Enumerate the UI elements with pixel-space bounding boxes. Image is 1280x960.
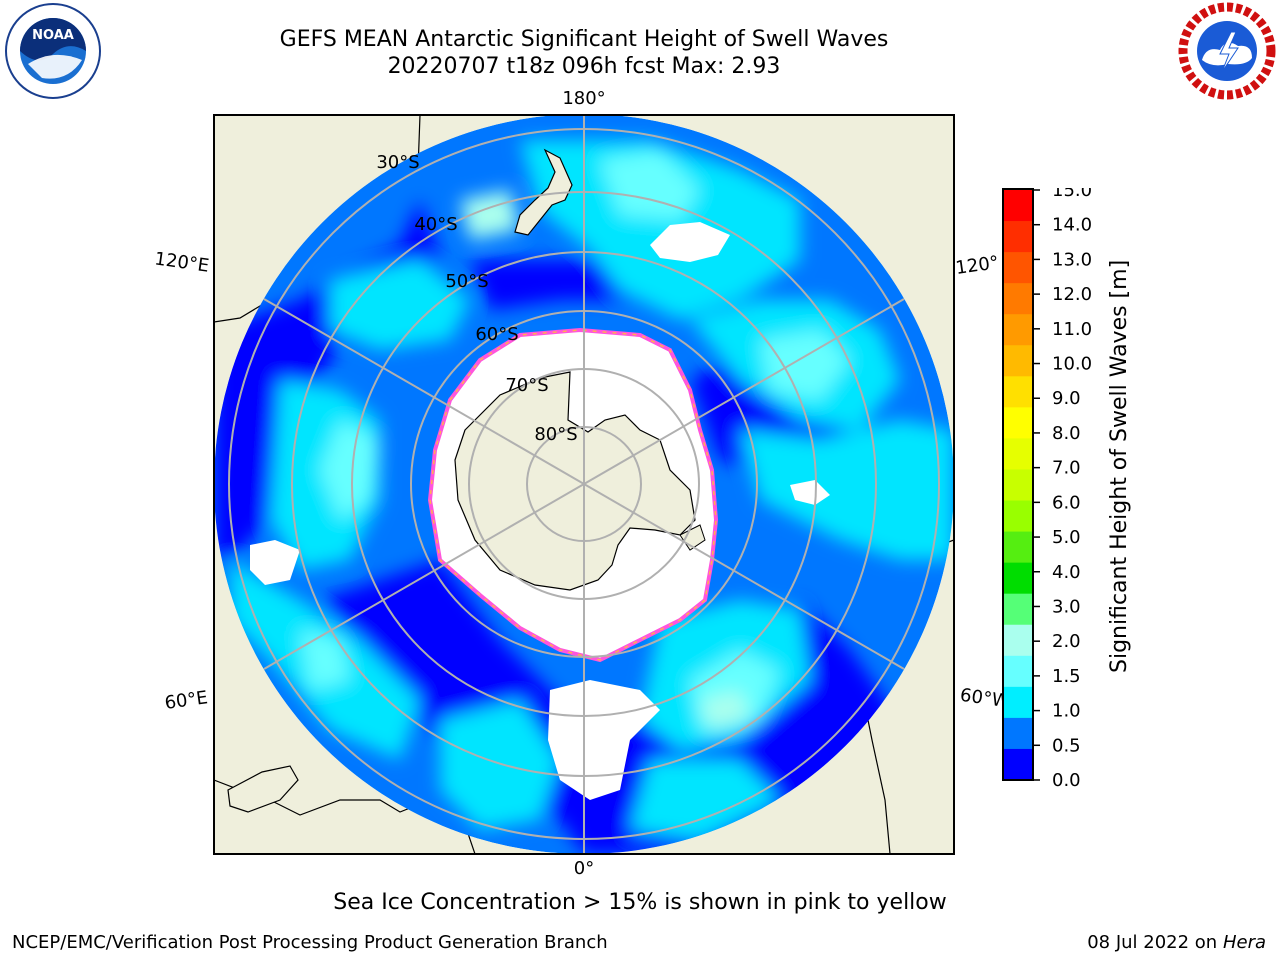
colorbar-tick-label: 0.0: [1052, 770, 1081, 788]
colorbar-tick-label: 10.0: [1052, 354, 1092, 375]
lon-label-top: 180°: [562, 88, 605, 109]
colorbar-tick-label: 14.0: [1052, 215, 1092, 236]
lat-label-40s: 40°S: [414, 214, 457, 235]
colorbar-tick-label: 11.0: [1052, 319, 1092, 340]
colorbar-cell: [1003, 624, 1033, 657]
colorbar-cell: [1003, 469, 1033, 502]
colorbar-tick-label: 15.0: [1052, 188, 1092, 201]
colorbar-cell: [1003, 314, 1033, 346]
lon-label-upper-right: 120°: [954, 252, 1000, 279]
footer-date-text: 08 Jul 2022 on: [1087, 932, 1223, 953]
lon-label-bottom: 0°: [574, 858, 594, 879]
colorbar-frame: [1002, 188, 1034, 781]
colorbar-cell: [1003, 500, 1033, 533]
chart-title: GEFS MEAN Antarctic Significant Height o…: [279, 27, 889, 52]
colorbar-tick-label: 8.0: [1052, 423, 1081, 444]
colorbar-cell: [1003, 407, 1033, 439]
colorbar-cells: [1003, 190, 1033, 781]
footer-organization: NCEP/EMC/Verification Post Processing Pr…: [12, 932, 608, 953]
chart-subtitle: 20220707 t18z 096h fcst Max: 2.93: [387, 54, 781, 79]
footer-date: 08 Jul 2022 on Hera: [1087, 932, 1266, 953]
colorbar-tick-label: 13.0: [1052, 249, 1092, 270]
colorbar-tick-label: 1.0: [1052, 701, 1081, 722]
lat-label-70s: 70°S: [505, 375, 548, 396]
national-weather-service-logo-icon: [1178, 2, 1276, 100]
colorbar-cell: [1003, 655, 1033, 688]
colorbar-cell: [1003, 221, 1033, 253]
colorbar: 15.0 14.0 13.0 12.0 11.0 10.0 9.0 8.0 7.0 6.0 5.0 4…: [1002, 188, 1092, 788]
colorbar-cell: [1003, 252, 1033, 284]
colorbar-tick-label: 7.0: [1052, 458, 1081, 479]
footer-host: Hera: [1222, 932, 1266, 953]
colorbar-cell: [1003, 283, 1033, 315]
colorbar-cell: [1003, 748, 1033, 781]
lon-label-lower-left: 60°E: [163, 687, 209, 714]
lat-label-30s: 30°S: [376, 152, 419, 173]
colorbar-cell: [1003, 562, 1033, 595]
colorbar-cell: [1003, 531, 1033, 564]
noaa-logo-text: NOAA: [32, 28, 74, 43]
noaa-logo-icon: NOAA: [5, 3, 101, 99]
colorbar-cell: [1003, 190, 1033, 222]
colorbar-cell: [1003, 717, 1033, 750]
colorbar-ticks: 15.0 14.0 13.0 12.0 11.0 10.0 9.0 8.0 7.0 6.0 5.0 4…: [1033, 188, 1092, 788]
sea-ice-note: Sea Ice Concentration > 15% is shown in …: [333, 890, 947, 915]
colorbar-tick-label: 4.0: [1052, 562, 1081, 583]
colorbar-tick-label: 2.0: [1052, 631, 1081, 652]
colorbar-tick-label: 1.5: [1052, 666, 1081, 687]
colorbar-tick-label: 12.0: [1052, 284, 1092, 305]
colorbar-cell: [1003, 345, 1033, 377]
colorbar-tick-label: 6.0: [1052, 492, 1081, 513]
lon-label-upper-left: 120°E: [153, 248, 210, 276]
colorbar-tick-label: 3.0: [1052, 596, 1081, 617]
colorbar-cell: [1003, 438, 1033, 470]
graticule: [214, 114, 954, 854]
colorbar-cell: [1003, 593, 1033, 626]
colorbar-tick-label: 5.0: [1052, 527, 1081, 548]
lat-label-80s: 80°S: [534, 424, 577, 445]
lat-label-50s: 50°S: [445, 271, 488, 292]
colorbar-cell: [1003, 376, 1033, 408]
colorbar-tick-label: 0.5: [1052, 735, 1081, 756]
colorbar-tick-label: 9.0: [1052, 388, 1081, 409]
colorbar-cell: [1003, 686, 1033, 719]
lat-label-60s: 60°S: [475, 324, 518, 345]
map-frame: [213, 114, 955, 855]
colorbar-label: Significant Height of Swell Waves [m]: [1107, 259, 1132, 673]
